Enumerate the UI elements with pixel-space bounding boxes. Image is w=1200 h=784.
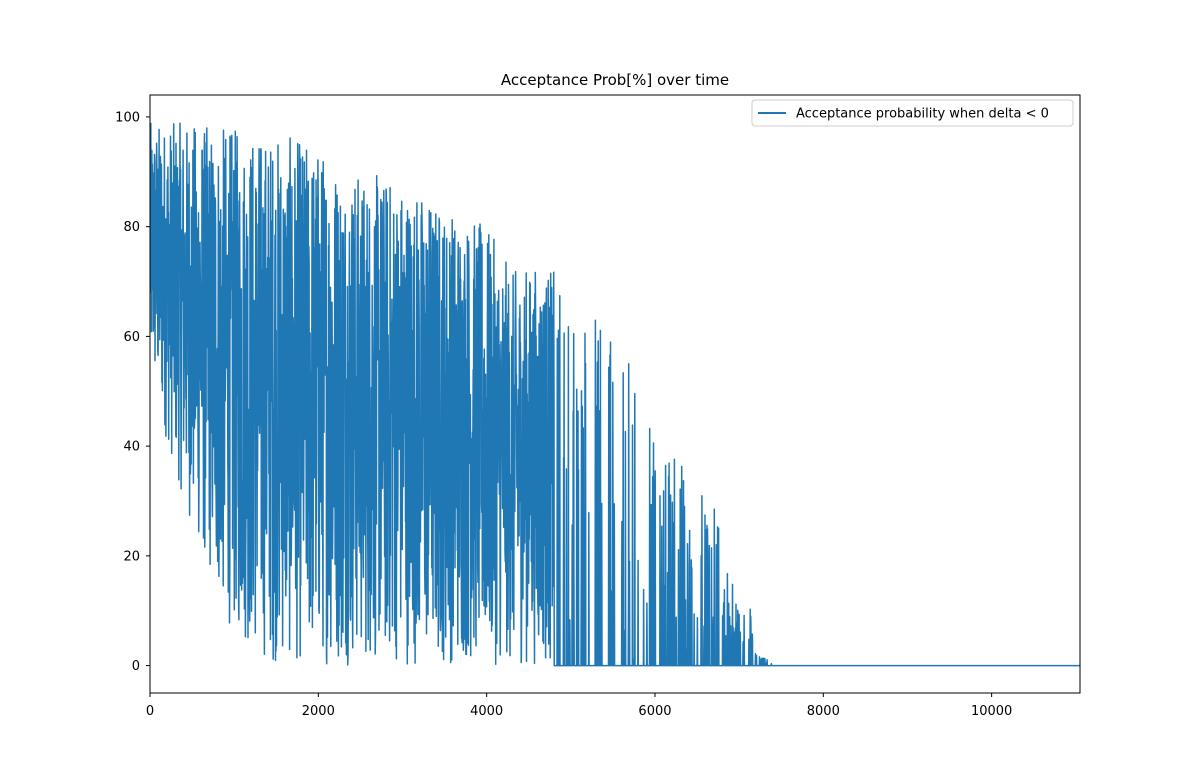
x-tick-label: 4000 <box>470 704 503 719</box>
y-tick-label: 60 <box>123 330 140 345</box>
y-tick-label: 100 <box>115 110 140 125</box>
axes-frame <box>149 94 1081 694</box>
y-tick-label: 40 <box>123 440 140 455</box>
legend: Acceptance probability when delta < 0 <box>751 99 1074 127</box>
y-tick-label: 20 <box>123 549 140 564</box>
x-tick-label: 8000 <box>807 704 840 719</box>
x-tick-label: 10000 <box>971 704 1012 719</box>
x-tick-label: 0 <box>146 704 154 719</box>
chart-title: Acceptance Prob[%] over time <box>501 71 729 89</box>
x-tick-label: 2000 <box>302 704 335 719</box>
legend-label: Acceptance probability when delta < 0 <box>796 107 1049 122</box>
legend-box <box>751 99 1074 127</box>
plot-area <box>150 122 1080 667</box>
y-tick-label: 0 <box>132 659 140 674</box>
y-tick-label: 80 <box>123 220 140 235</box>
axes: 0 2000 4000 6000 8000 10000 0 20 40 60 80 100 <box>115 94 1081 719</box>
x-tick-label: 6000 <box>638 704 671 719</box>
series-line-acceptance-probability <box>150 122 1080 667</box>
